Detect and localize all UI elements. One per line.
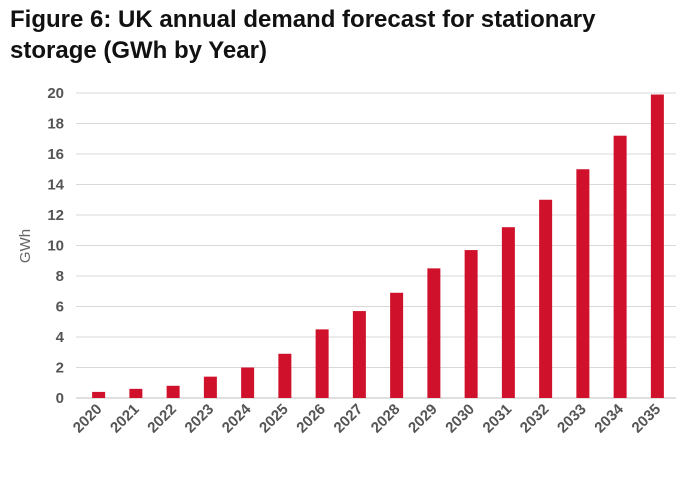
x-tick-label: 2034 bbox=[591, 400, 627, 436]
bar-2030 bbox=[464, 250, 478, 398]
bar-2028 bbox=[390, 292, 404, 398]
x-tick-label: 2025 bbox=[256, 401, 292, 437]
x-tick-label: 2021 bbox=[107, 401, 143, 437]
y-tick-label: 20 bbox=[47, 85, 64, 102]
bar-2032 bbox=[539, 199, 553, 398]
x-tick-label: 2027 bbox=[331, 401, 367, 437]
x-tick-label: 2030 bbox=[442, 401, 478, 437]
x-tick-label: 2026 bbox=[293, 401, 329, 437]
x-tick-label: 2028 bbox=[368, 401, 404, 437]
y-tick-label: 4 bbox=[56, 329, 65, 346]
x-tick-label: 2024 bbox=[219, 400, 255, 436]
bar-2029 bbox=[427, 268, 441, 398]
bar-2035 bbox=[650, 94, 664, 399]
bar-2023 bbox=[203, 376, 217, 398]
bar-2031 bbox=[501, 227, 515, 398]
x-tick-label: 2031 bbox=[480, 401, 516, 437]
bar-2024 bbox=[241, 367, 255, 398]
y-axis-label: GWh bbox=[17, 229, 34, 263]
x-tick-label: 2033 bbox=[554, 401, 590, 437]
chart-title: Figure 6: UK annual demand forecast for … bbox=[10, 6, 596, 64]
bar-2027 bbox=[352, 311, 366, 398]
x-tick-labels: 2020 2021 2022 2023 2024 2025 2026 2027 2028 2029… bbox=[70, 400, 664, 436]
gridlines bbox=[76, 92, 676, 399]
y-tick-label: 10 bbox=[47, 238, 64, 255]
y-tick-label: 16 bbox=[47, 146, 64, 163]
x-tick-label: 2032 bbox=[517, 401, 553, 437]
bar-2020 bbox=[92, 391, 106, 398]
y-tick-label: 2 bbox=[56, 360, 64, 377]
bars bbox=[92, 94, 664, 399]
bar-2033 bbox=[576, 169, 590, 398]
y-tick-label: 14 bbox=[47, 177, 64, 194]
bar-2026 bbox=[315, 329, 329, 398]
y-tick-label: 8 bbox=[56, 268, 64, 285]
x-tick-label: 2020 bbox=[70, 401, 106, 437]
bar-2021 bbox=[129, 388, 143, 398]
y-tick-labels: 0 2 4 6 8 10 12 14 16 18 20 bbox=[47, 85, 64, 407]
y-tick-label: 6 bbox=[56, 299, 64, 316]
bar-2025 bbox=[278, 353, 292, 398]
y-tick-label: 12 bbox=[47, 207, 64, 224]
x-tick-label: 2023 bbox=[182, 401, 218, 437]
x-tick-label: 2022 bbox=[144, 401, 180, 437]
x-tick-label: 2029 bbox=[405, 401, 441, 437]
x-tick-label: 2035 bbox=[629, 401, 665, 437]
y-tick-label: 18 bbox=[47, 116, 64, 133]
bar-2034 bbox=[613, 135, 627, 398]
bar-2022 bbox=[166, 385, 180, 398]
y-tick-label: 0 bbox=[56, 390, 64, 407]
